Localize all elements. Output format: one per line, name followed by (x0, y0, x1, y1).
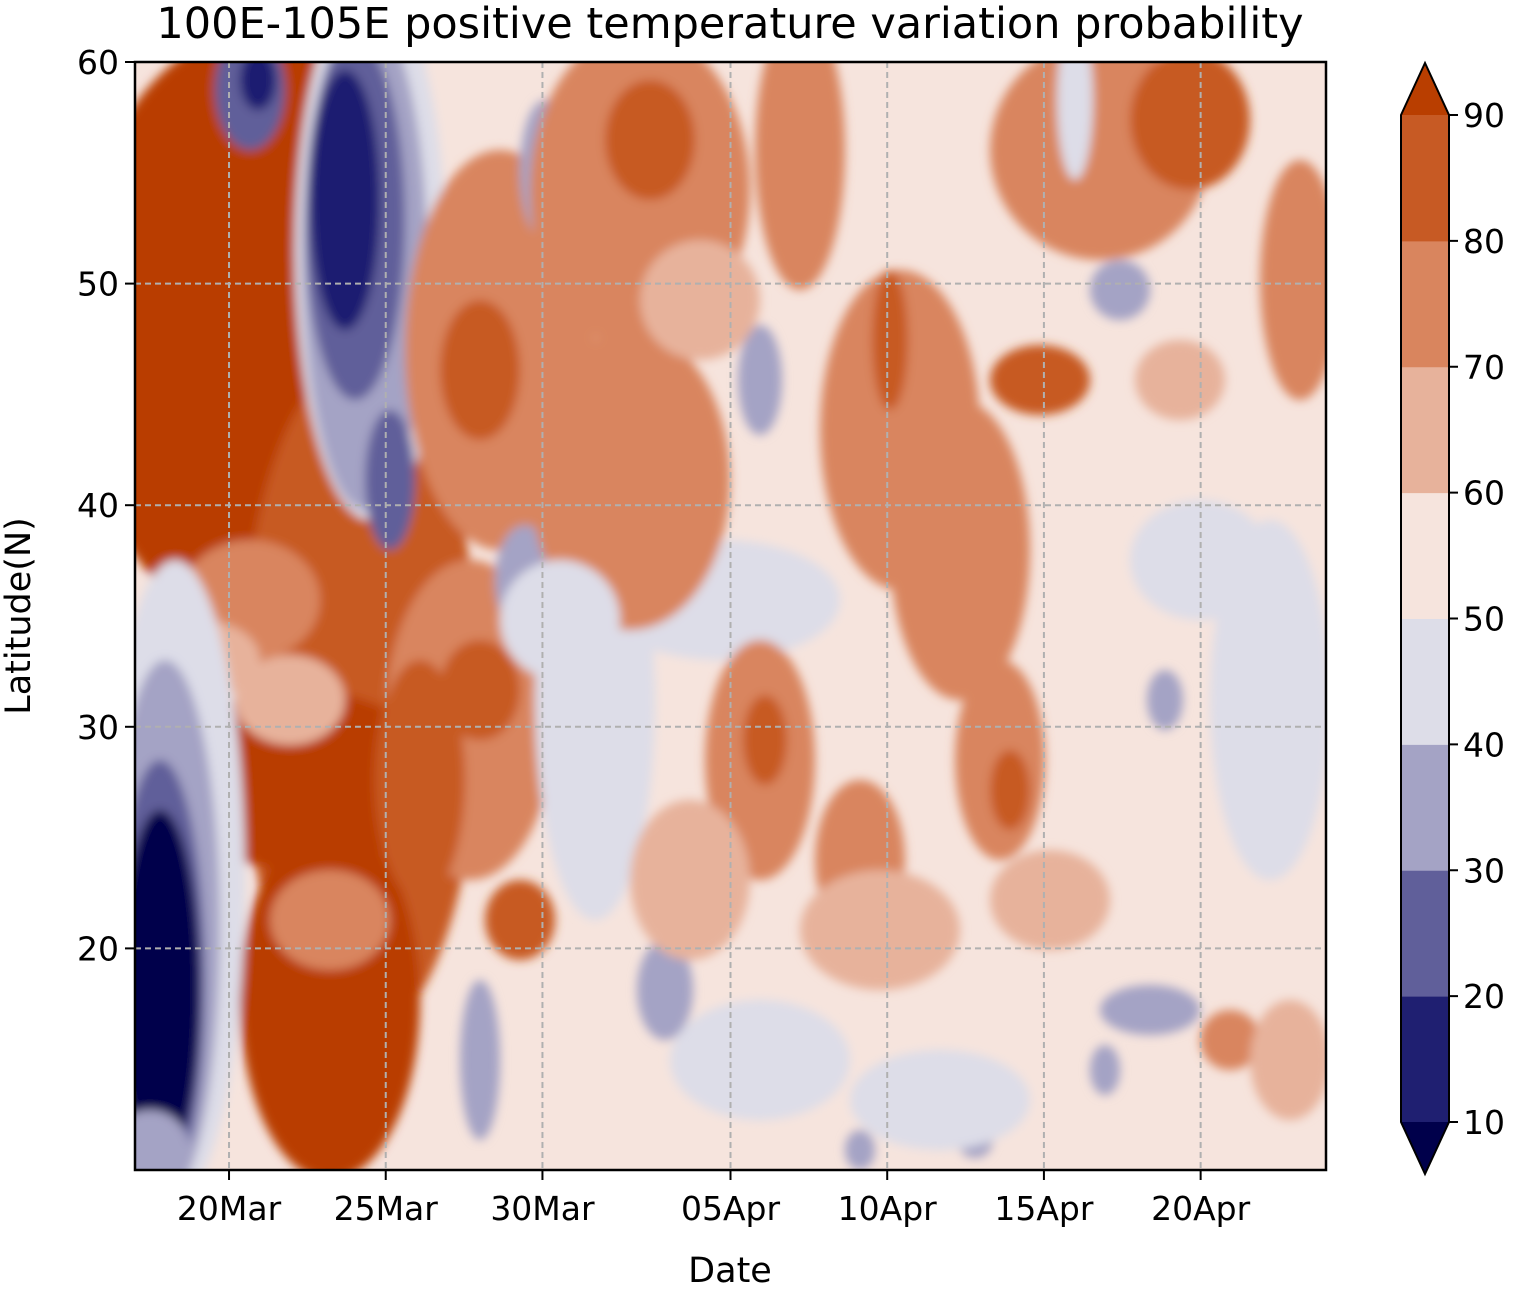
contour-region (1090, 260, 1150, 320)
colorbar-tick-label: 10 (1463, 1103, 1505, 1142)
contour-region (890, 400, 1030, 700)
contour-region (640, 240, 760, 360)
colorbar-extend-max (1401, 63, 1449, 115)
y-tick-label: 50 (77, 265, 119, 304)
x-axis-label: Date (688, 1251, 772, 1290)
contour-region (375, 660, 465, 900)
contour-region (460, 980, 500, 1140)
x-tick-label: 25Mar (334, 1189, 439, 1228)
colorbar-tick-label: 50 (1463, 600, 1505, 639)
contour-region (605, 80, 695, 200)
colorbar-extend-min (1401, 1122, 1449, 1174)
contour-region (630, 800, 750, 960)
colorbar-tick-label: 30 (1463, 851, 1505, 890)
chart-title: 100E-105E positive temperature variation… (156, 0, 1303, 49)
contour-region (755, 62, 845, 290)
contour-region (1130, 500, 1270, 620)
contour-region (872, 270, 908, 410)
y-tick-label: 60 (77, 43, 119, 82)
contour-region (1210, 520, 1326, 880)
contour-region (1250, 1000, 1326, 1120)
x-axis: 20Mar 25Mar 30Mar 05Apr 10Apr 15Apr 20Apr (177, 1170, 1251, 1228)
colorbar-segment (1401, 240, 1449, 368)
contour-region (1130, 62, 1250, 190)
colorbar-tick-label: 60 (1463, 474, 1505, 513)
y-axis-label: Latitude(N) (0, 517, 39, 715)
x-tick-label: 20Mar (177, 1189, 282, 1228)
contour-region (990, 850, 1110, 950)
y-tick-label: 20 (77, 929, 119, 968)
contour-region (365, 410, 415, 550)
x-tick-label: 10Apr (838, 1189, 938, 1228)
colorbar: 10 20 30 40 50 60 70 80 90 (1400, 60, 1505, 1177)
x-tick-label: 30Mar (490, 1189, 595, 1228)
contour-region (235, 655, 345, 745)
contour-region (500, 560, 620, 680)
contour-region (440, 640, 520, 740)
colorbar-segment (1401, 996, 1449, 1123)
colorbar-tick-label: 80 (1463, 222, 1505, 261)
colorbar-segment (1401, 492, 1449, 619)
contour-plot-area (135, 62, 1326, 1170)
contour-region (738, 325, 782, 435)
contour-region (1090, 1045, 1120, 1095)
contour-region (1057, 62, 1093, 180)
contour-region (135, 810, 200, 1170)
y-axis: 20 30 40 50 60 (77, 43, 135, 968)
contour-region (440, 300, 520, 440)
contour-region (990, 345, 1090, 415)
colorbar-segment (1401, 744, 1449, 871)
contour-region (1200, 1010, 1260, 1070)
contour-region (1100, 985, 1200, 1035)
colorbar-tick-label: 20 (1463, 977, 1505, 1016)
x-tick-label: 05Apr (681, 1189, 781, 1228)
colorbar-tick-label: 40 (1463, 725, 1505, 764)
y-tick-label: 40 (77, 486, 119, 525)
contour-region (990, 750, 1030, 830)
y-tick-label: 30 (77, 708, 119, 747)
x-tick-label: 15Apr (994, 1189, 1094, 1228)
contour-region (135, 1110, 190, 1170)
contour-region (850, 1050, 1030, 1150)
colorbar-tick-label: 70 (1463, 348, 1505, 387)
contour-region (240, 62, 276, 110)
colorbar-segment (1401, 870, 1449, 997)
x-tick-label: 20Apr (1151, 1189, 1251, 1228)
contour-region (743, 695, 787, 785)
contour-region (1260, 160, 1326, 400)
contour-region (800, 870, 960, 990)
contour-region (310, 70, 380, 330)
contour-region (670, 1000, 850, 1120)
colorbar-segment (1401, 366, 1449, 494)
contour-region (637, 940, 693, 1040)
contour-region (845, 1130, 875, 1170)
colorbar-segment (1401, 618, 1449, 745)
colorbar-segment (1401, 115, 1449, 242)
contour-region (1135, 340, 1225, 420)
contour-region (270, 870, 390, 970)
colorbar-tick-label: 90 (1463, 96, 1505, 135)
contour-region (1147, 670, 1183, 730)
contour-region (530, 330, 730, 630)
contour-region (485, 880, 555, 960)
